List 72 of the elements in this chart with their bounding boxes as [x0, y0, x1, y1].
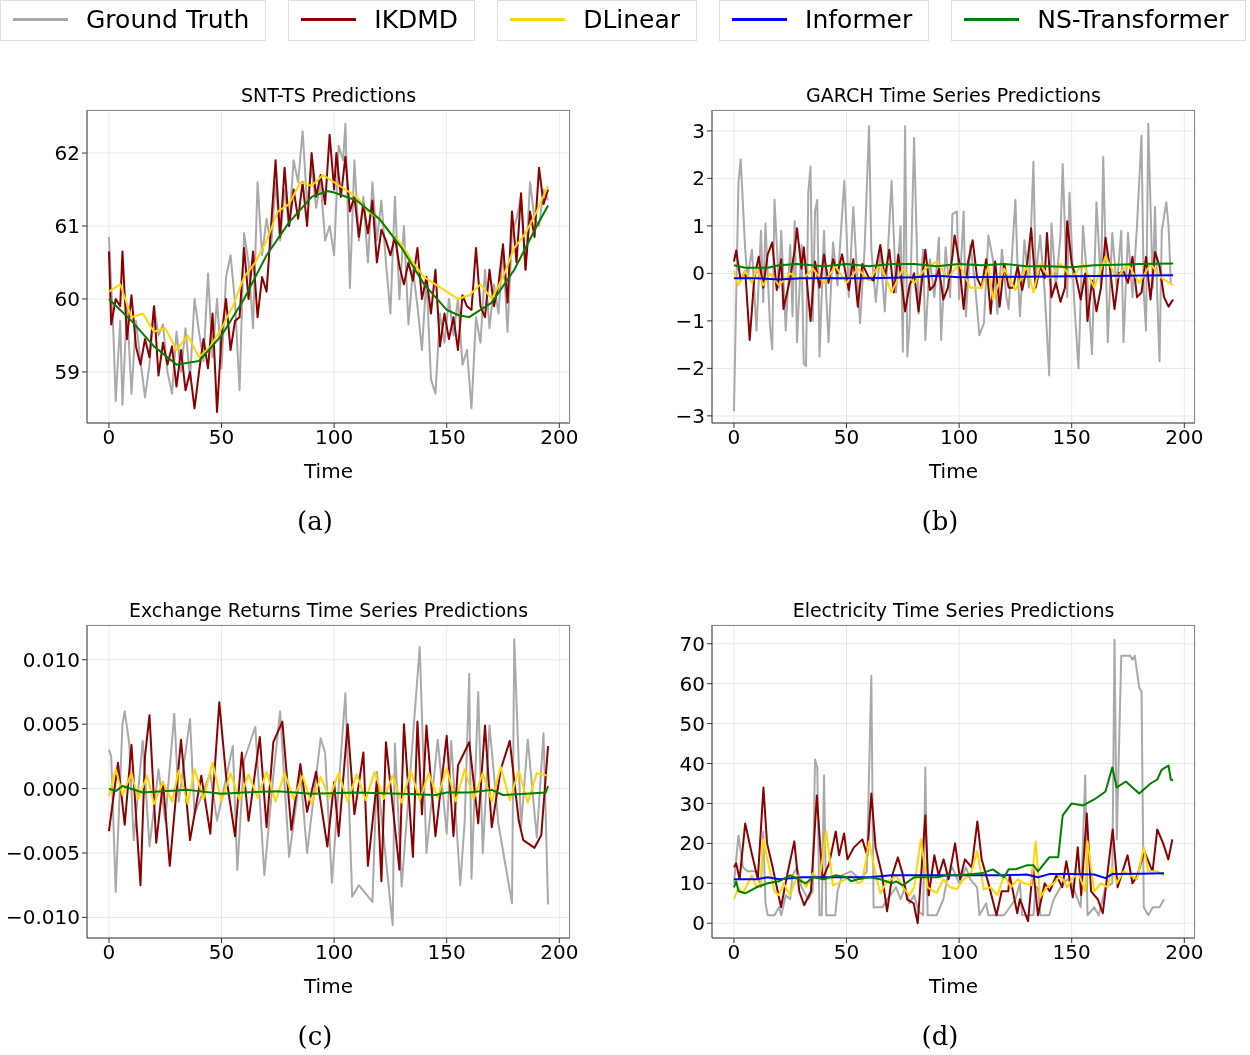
x-tick-label: 100: [315, 940, 354, 965]
y-tick-label: 1: [692, 213, 705, 238]
y-tick-label: 70: [679, 631, 705, 656]
x-tick-label: 50: [833, 425, 860, 450]
x-tick-label: 100: [940, 940, 979, 965]
x-axis-title: Time: [303, 974, 353, 998]
legend-label: DLinear: [583, 5, 681, 34]
y-tick-label: 3: [692, 119, 705, 143]
legend-label: IKDMD: [374, 5, 459, 34]
x-tick-label: 0: [727, 425, 741, 450]
x-tick-label: 50: [208, 940, 235, 965]
line-series: [732, 786, 1174, 925]
line-series: [107, 785, 550, 797]
legend-label: Ground Truth: [86, 5, 250, 34]
x-tick-label: 0: [727, 940, 741, 965]
y-tick-label: 0.010: [22, 647, 80, 672]
x-tick-label: 200: [1165, 425, 1204, 450]
line-series: [732, 830, 1166, 901]
y-tick-label: 50: [679, 711, 705, 736]
chart-title: Electricity Time Series Predictions: [791, 599, 1116, 621]
y-tick-label: −0.010: [5, 905, 80, 930]
y-tick-label: 0: [692, 911, 705, 936]
y-tick-label: 30: [679, 791, 705, 816]
chart-title: GARCH Time Series Predictions: [805, 84, 1102, 106]
y-tick-label: 60: [679, 671, 705, 696]
y-tick-label: 20: [679, 831, 705, 856]
legend-label: Informer: [805, 5, 913, 34]
x-tick-label: 100: [315, 425, 354, 450]
text: (d): [920, 1021, 960, 1051]
x-tick-label: 0: [102, 940, 116, 965]
y-tick-label: 0.005: [22, 712, 80, 737]
x-tick-label: 150: [1052, 940, 1091, 965]
line-series: [732, 220, 1175, 341]
y-tick-label: 2: [692, 166, 705, 191]
y-tick-label: −2: [675, 356, 705, 381]
text: (a): [296, 506, 334, 536]
legend-label: NS-Transformer: [1037, 5, 1229, 34]
y-tick-label: −0.005: [5, 841, 80, 866]
y-tick-label: 60: [54, 287, 80, 312]
y-tick-label: 61: [54, 214, 80, 239]
x-axis-title: Time: [303, 459, 353, 483]
line-series: [732, 255, 1175, 301]
x-tick-label: 0: [102, 425, 116, 450]
x-tick-label: 200: [540, 940, 579, 965]
x-tick-label: 150: [1052, 425, 1091, 450]
text: (c): [296, 1021, 334, 1051]
text: (b): [920, 506, 960, 536]
line-series: [732, 638, 1166, 917]
x-tick-label: 100: [940, 425, 979, 450]
x-tick-label: 50: [208, 425, 235, 450]
x-tick-label: 200: [1165, 940, 1204, 965]
y-tick-label: 62: [54, 141, 80, 166]
line-series: [732, 122, 1172, 413]
line-series: [732, 764, 1175, 895]
x-axis-title: Time: [928, 974, 978, 998]
line-series: [107, 701, 550, 887]
x-tick-label: 150: [427, 425, 466, 450]
y-tick-label: 10: [679, 871, 705, 896]
y-tick-label: −3: [675, 403, 705, 428]
y-tick-label: 0: [692, 261, 705, 286]
line-series: [107, 638, 550, 927]
chart-title: SNT-TS Predictions: [239, 84, 418, 106]
y-tick-label: −1: [675, 308, 705, 333]
y-tick-label: 59: [54, 360, 80, 385]
y-tick-label: 0.000: [22, 776, 80, 801]
chart-title: Exchange Returns Time Series Predictions: [127, 599, 530, 621]
x-axis-title: Time: [928, 459, 978, 483]
x-tick-label: 200: [540, 425, 579, 450]
y-tick-label: 40: [679, 751, 705, 776]
x-tick-label: 50: [833, 940, 860, 965]
x-tick-label: 150: [427, 940, 466, 965]
line-series: [107, 761, 550, 806]
